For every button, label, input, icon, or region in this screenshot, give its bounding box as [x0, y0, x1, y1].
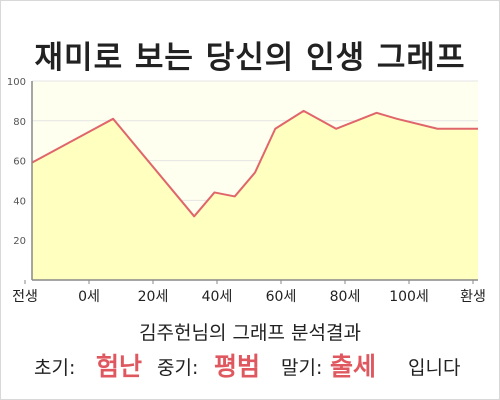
- x-tick-label: 60세: [266, 289, 297, 305]
- late-label: 말기:: [281, 357, 323, 379]
- area-fill: [32, 110, 478, 280]
- y-tick-label: 20: [13, 236, 26, 247]
- y-tick-label: 100: [7, 77, 26, 88]
- early-label: 초기:: [34, 357, 76, 379]
- middle-label: 중기:: [157, 357, 199, 379]
- x-tick-label: 20세: [138, 289, 169, 305]
- analysis-summary: 초기: 험난 중기: 평범 말기: 출세 입니다: [0, 346, 500, 386]
- x-tick-label: 환생: [460, 289, 486, 305]
- chart-title: 재미로 보는 당신의 인생 그래프: [34, 40, 466, 76]
- y-tick-label: 40: [13, 196, 26, 207]
- summary-ending: 입니다: [408, 357, 461, 379]
- x-tick-label: 80세: [330, 289, 361, 305]
- late-value: 출세: [330, 352, 377, 381]
- y-tick-label: 60: [13, 157, 26, 168]
- y-tick-label: 80: [13, 117, 26, 128]
- middle-value: 평범: [214, 352, 261, 381]
- x-tick-label: 0세: [78, 289, 100, 305]
- x-tick-label: 전생: [12, 289, 38, 305]
- early-value: 험난: [96, 352, 143, 381]
- analysis-result-title: 김주헌님의 그래프 분석결과: [139, 322, 361, 344]
- series-line: [31, 109, 478, 218]
- x-tick-label: 100세: [389, 289, 429, 305]
- x-tick-label: 40세: [202, 289, 233, 305]
